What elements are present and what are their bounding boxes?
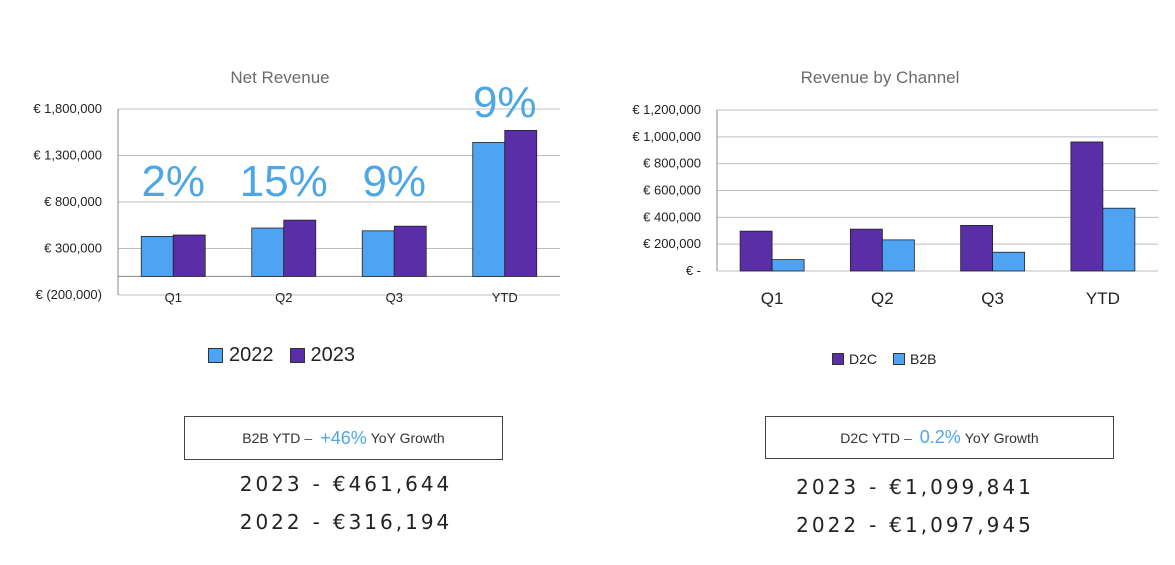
x-tick-label: YTD bbox=[1086, 289, 1120, 308]
bar-2023-q3 bbox=[393, 225, 427, 277]
d2c-2022-year: 2022 bbox=[796, 513, 860, 537]
legend-label-2023: 2023 bbox=[310, 344, 356, 366]
d2c-2022-figure: 2022- €1,097,945 bbox=[765, 513, 1065, 537]
bar-2022-ytd bbox=[472, 142, 506, 277]
legend-swatch-d2c bbox=[832, 353, 844, 365]
x-tick-label: Q1 bbox=[761, 289, 784, 308]
x-tick-label: Q3 bbox=[386, 290, 403, 305]
bar-b2b-q3 bbox=[992, 251, 1026, 272]
bar-2023-q2 bbox=[283, 219, 317, 277]
x-tick-label: YTD bbox=[492, 290, 518, 305]
b2b-growth-value: +46% bbox=[320, 427, 367, 448]
bar-d2c-q1 bbox=[739, 230, 773, 272]
bar-2022-q1 bbox=[140, 236, 174, 277]
d2c-2022-value: €1,097,945 bbox=[889, 513, 1034, 537]
y-tick-label: € 800,000 bbox=[643, 156, 701, 171]
d2c-2023-sep: - bbox=[869, 475, 880, 499]
bar-d2c-q2 bbox=[849, 228, 883, 272]
d2c-2023-value: €1,099,841 bbox=[889, 475, 1034, 499]
y-tick-label: € (200,000) bbox=[36, 287, 103, 302]
bar-b2b-q1 bbox=[771, 259, 805, 272]
b2b-2022-figure: 2022- €316,194 bbox=[184, 510, 508, 534]
b2b-growth-dash: – bbox=[304, 430, 313, 446]
legend-swatch-2022 bbox=[208, 348, 223, 363]
y-tick-label: € 400,000 bbox=[643, 209, 701, 224]
growth-label: 9% bbox=[362, 157, 426, 206]
bar-2023-q1 bbox=[172, 234, 206, 277]
d2c-growth-box: D2C YTD – 0.2% YoY Growth bbox=[765, 416, 1114, 459]
x-tick-label: Q2 bbox=[275, 290, 292, 305]
b2b-2022-year: 2022 bbox=[239, 510, 303, 534]
x-tick-label: Q1 bbox=[165, 290, 182, 305]
bar-b2b-ytd bbox=[1102, 207, 1136, 272]
b2b-2023-value: €461,644 bbox=[332, 472, 453, 496]
legend-item-d2c: D2C bbox=[832, 351, 877, 367]
b2b-growth-box: B2B YTD – +46% YoY Growth bbox=[184, 416, 503, 460]
b2b-2022-sep: - bbox=[312, 510, 323, 534]
legend-label-2022: 2022 bbox=[229, 344, 274, 366]
d2c-growth-value: 0.2% bbox=[919, 427, 961, 447]
bar-d2c-ytd bbox=[1070, 141, 1104, 272]
b2b-2023-year: 2023 bbox=[239, 472, 303, 496]
y-tick-label: € 1,800,000 bbox=[33, 101, 102, 116]
d2c-growth-suffix: YoY Growth bbox=[964, 429, 1039, 446]
revenue-by-channel-legend: D2C B2B bbox=[832, 351, 952, 367]
net-revenue-legend: 2022 2023 bbox=[208, 344, 371, 367]
x-tick-label: Q3 bbox=[981, 289, 1004, 308]
d2c-2022-sep: - bbox=[869, 513, 880, 537]
d2c-growth-prefix: D2C YTD bbox=[840, 429, 900, 446]
bar-d2c-q3 bbox=[960, 224, 994, 272]
bar-2022-q2 bbox=[251, 227, 285, 277]
revenue-by-channel-title: Revenue by Channel bbox=[800, 68, 960, 87]
legend-item-b2b: B2B bbox=[893, 351, 936, 367]
bar-2023-ytd bbox=[504, 129, 538, 277]
y-tick-label: € 800,000 bbox=[44, 194, 102, 209]
b2b-growth-suffix: YoY Growth bbox=[370, 430, 445, 446]
growth-label: 2% bbox=[141, 157, 205, 206]
growth-label: 9% bbox=[473, 78, 537, 127]
net-revenue-title: Net Revenue bbox=[230, 68, 330, 87]
d2c-growth-dash: – bbox=[903, 429, 912, 446]
b2b-2023-sep: - bbox=[312, 472, 323, 496]
y-tick-label: € 1,300,000 bbox=[33, 148, 102, 163]
y-tick-label: € 200,000 bbox=[643, 236, 701, 251]
y-tick-label: € 300,000 bbox=[44, 241, 102, 256]
b2b-2022-value: €316,194 bbox=[332, 510, 453, 534]
legend-label-b2b: B2B bbox=[910, 351, 937, 367]
growth-label: 15% bbox=[240, 157, 328, 206]
y-tick-label: € - bbox=[686, 263, 701, 278]
b2b-growth-prefix: B2B YTD bbox=[242, 430, 301, 446]
legend-item-2023: 2023 bbox=[289, 344, 356, 367]
legend-swatch-2023 bbox=[289, 348, 305, 363]
x-tick-label: Q2 bbox=[871, 289, 894, 308]
y-tick-label: € 1,000,000 bbox=[632, 129, 701, 144]
d2c-2023-year: 2023 bbox=[796, 475, 860, 499]
legend-label-d2c: D2C bbox=[849, 351, 878, 367]
b2b-2023-figure: 2023- €461,644 bbox=[184, 472, 508, 496]
y-tick-label: € 600,000 bbox=[643, 183, 701, 198]
bar-b2b-q2 bbox=[881, 239, 915, 272]
y-tick-label: € 1,200,000 bbox=[632, 102, 701, 117]
legend-item-2022: 2022 bbox=[208, 344, 274, 367]
d2c-2023-figure: 2023- €1,099,841 bbox=[765, 475, 1065, 499]
bar-2022-q3 bbox=[361, 230, 395, 277]
legend-swatch-b2b bbox=[893, 353, 906, 365]
